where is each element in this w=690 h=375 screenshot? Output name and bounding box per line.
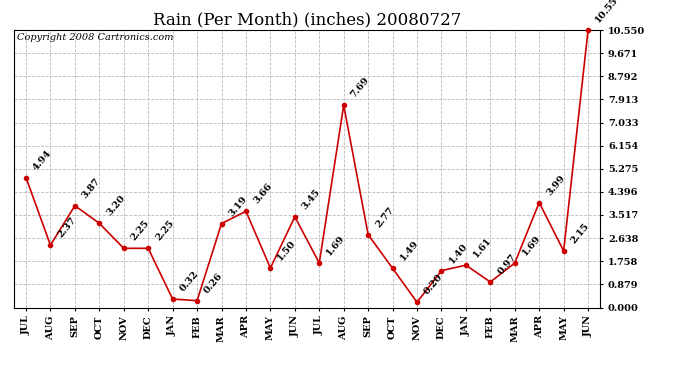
- Text: Copyright 2008 Cartronics.com: Copyright 2008 Cartronics.com: [17, 33, 173, 42]
- Text: 3.99: 3.99: [545, 173, 567, 197]
- Text: 10.55: 10.55: [593, 0, 620, 24]
- Text: 3.87: 3.87: [81, 176, 103, 200]
- Text: 3.66: 3.66: [252, 182, 274, 206]
- Text: 1.49: 1.49: [398, 239, 420, 263]
- Text: 0.97: 0.97: [496, 252, 518, 276]
- Text: 2.37: 2.37: [56, 216, 78, 240]
- Text: 0.26: 0.26: [203, 271, 225, 295]
- Text: 7.69: 7.69: [349, 76, 371, 100]
- Text: 1.40: 1.40: [447, 241, 469, 265]
- Text: 2.25: 2.25: [154, 219, 176, 243]
- Text: 1.61: 1.61: [471, 236, 493, 260]
- Text: 1.69: 1.69: [520, 234, 542, 258]
- Text: 2.15: 2.15: [569, 222, 591, 245]
- Text: 3.20: 3.20: [105, 194, 127, 218]
- Text: 2.25: 2.25: [129, 219, 151, 243]
- Text: 3.45: 3.45: [300, 188, 322, 211]
- Text: 3.19: 3.19: [227, 194, 249, 218]
- Text: 4.94: 4.94: [32, 148, 54, 172]
- Text: 1.69: 1.69: [325, 234, 347, 258]
- Text: 0.32: 0.32: [178, 270, 200, 294]
- Text: 1.50: 1.50: [276, 238, 298, 262]
- Text: 0.20: 0.20: [422, 273, 445, 297]
- Title: Rain (Per Month) (inches) 20080727: Rain (Per Month) (inches) 20080727: [153, 12, 461, 28]
- Text: 2.77: 2.77: [374, 205, 396, 229]
